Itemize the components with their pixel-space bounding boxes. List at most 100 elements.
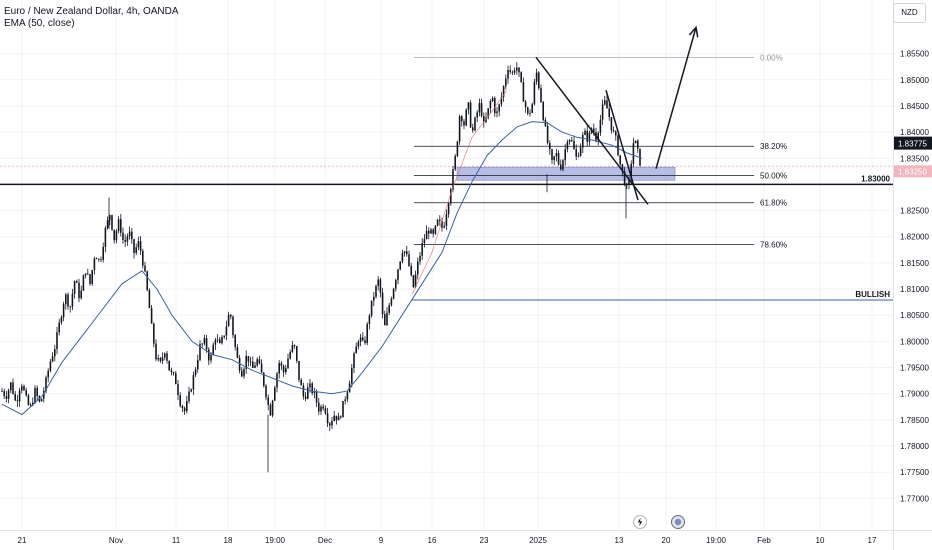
fib-label: 61.80% — [760, 199, 787, 208]
candle-body — [373, 296, 375, 301]
lightning-icon[interactable] — [633, 515, 647, 529]
candle-body — [126, 236, 129, 242]
candle-body — [522, 82, 525, 102]
candle-body — [337, 416, 340, 421]
candle-body — [516, 67, 518, 71]
candle-body — [14, 393, 16, 401]
candle-body — [520, 72, 522, 83]
candle-body — [586, 130, 588, 142]
candle-body — [274, 387, 276, 401]
small-price-badge — [894, 165, 932, 178]
candle-body — [183, 407, 186, 412]
candle-body — [524, 101, 527, 108]
candle-body — [296, 346, 298, 361]
candle-body — [417, 261, 419, 275]
candle-body — [106, 220, 109, 229]
candle-body — [65, 294, 67, 305]
candle-body — [32, 402, 34, 405]
candle-body — [186, 401, 188, 412]
candle-body — [575, 149, 577, 157]
time-tick: 21 — [18, 536, 27, 545]
candle-body — [210, 355, 212, 361]
candle-body — [491, 98, 494, 102]
candle-body — [36, 387, 38, 396]
fib-label: 50.00% — [760, 172, 787, 181]
candle-body — [109, 215, 111, 221]
candle-body — [485, 117, 487, 123]
demand-zone — [456, 166, 676, 181]
candle-body — [612, 130, 615, 132]
candle-body — [450, 189, 452, 204]
candle-body — [469, 102, 472, 128]
candle-body — [606, 100, 608, 109]
candle-body — [285, 368, 287, 373]
candle-body — [254, 365, 256, 368]
price-tick: 1.81000 — [900, 285, 929, 294]
price-tick: 1.78500 — [900, 416, 929, 425]
candle-body — [71, 293, 74, 307]
candle-body — [568, 139, 571, 142]
candle-body — [194, 369, 197, 375]
price-tick: 1.83500 — [900, 154, 929, 163]
candle-body — [487, 108, 489, 118]
candle-body — [249, 361, 252, 363]
candle-body — [82, 275, 85, 291]
candle-body — [164, 353, 166, 358]
event-icon[interactable] — [671, 515, 685, 529]
candle-body — [410, 266, 412, 276]
candle-body — [318, 402, 320, 412]
candle-body — [560, 164, 562, 170]
price-tick: 1.79500 — [900, 364, 929, 373]
candle-body — [439, 219, 441, 221]
candle-body — [496, 111, 498, 114]
candle-body — [368, 315, 371, 325]
candle-body — [406, 251, 408, 255]
currency-button[interactable]: NZD — [893, 3, 926, 23]
candle-body — [447, 203, 450, 215]
candle-body — [34, 387, 36, 403]
candle-body — [263, 372, 265, 386]
candle-body — [258, 359, 261, 364]
candle-body — [197, 359, 199, 370]
candle-body — [379, 279, 382, 293]
candle-body — [630, 163, 632, 180]
candle-body — [571, 139, 573, 141]
candle-body — [623, 171, 626, 185]
candle-body — [436, 219, 439, 226]
candle-body — [384, 314, 386, 326]
indicator-label: EMA (50, close) — [4, 18, 75, 29]
candle-body — [412, 275, 415, 288]
candle-body — [432, 229, 434, 234]
candle-body — [421, 243, 423, 256]
candle-body — [472, 127, 474, 131]
short-ma-line — [411, 89, 508, 295]
candle-body — [500, 96, 503, 105]
candle-body — [509, 70, 511, 72]
candle-body — [340, 416, 342, 418]
candle-body — [604, 100, 606, 105]
candle-body — [353, 353, 355, 369]
candle-body — [553, 156, 555, 161]
candle-body — [45, 377, 47, 391]
candle-body — [419, 255, 421, 262]
candle-body — [577, 155, 580, 157]
candle-body — [102, 246, 104, 260]
candle-body — [335, 415, 338, 421]
candle-body — [445, 214, 448, 227]
candle-body — [632, 143, 635, 164]
candle-body — [278, 363, 280, 374]
trendline — [605, 90, 639, 201]
candle-body — [287, 358, 289, 369]
projection-arrow-line — [655, 27, 697, 169]
candle-body — [98, 258, 100, 260]
candle-body — [115, 231, 118, 241]
candle-body — [10, 382, 12, 391]
candle-body — [588, 132, 591, 142]
candle-body — [40, 398, 43, 402]
price-tick: 1.81500 — [900, 259, 929, 268]
horizontal-lines: 1.83000 BULLISH 0.00% 38.20% 50.00% 61.80% 78.… — [0, 53, 893, 301]
candle-body — [549, 143, 551, 150]
candle-body — [573, 140, 575, 150]
